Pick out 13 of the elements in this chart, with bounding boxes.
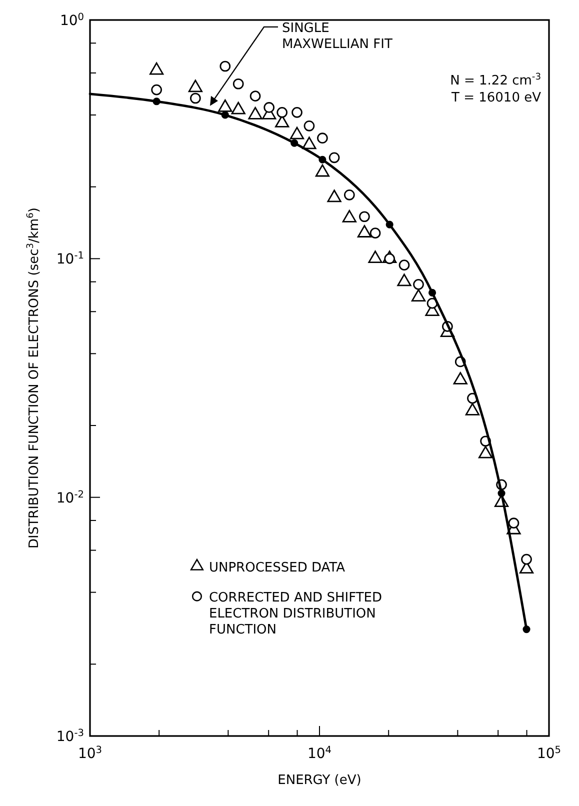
- x-tick-label: 10$^{5}$: [536, 744, 562, 762]
- x-tick-label: 10$^{3}$: [78, 744, 102, 762]
- y-tick-label: 10$^{-3}$: [56, 728, 84, 745]
- annotation: SINGLE MAXWELLIAN FIT: [282, 20, 392, 52]
- x-axis-title: ENERGY (eV): [278, 773, 362, 788]
- y-tick-label: 10$^{0}$: [60, 12, 84, 29]
- legend-label: UNPROCESSED DATA: [208, 560, 346, 576]
- legend-label: CORRECTED AND SHIFTED ELECTRON DISTRIBUTION FUNCTION: [208, 590, 382, 638]
- y-tick-label: 10$^{-1}$: [56, 250, 84, 268]
- x-tick-label: 10$^{4}$: [307, 744, 332, 762]
- y-tick-label: 10$^{-2}$: [56, 488, 84, 506]
- annotation: T = 16010 eV: [450, 90, 542, 106]
- annotation: N = 1.22 cm$^{-3}$: [450, 72, 542, 88]
